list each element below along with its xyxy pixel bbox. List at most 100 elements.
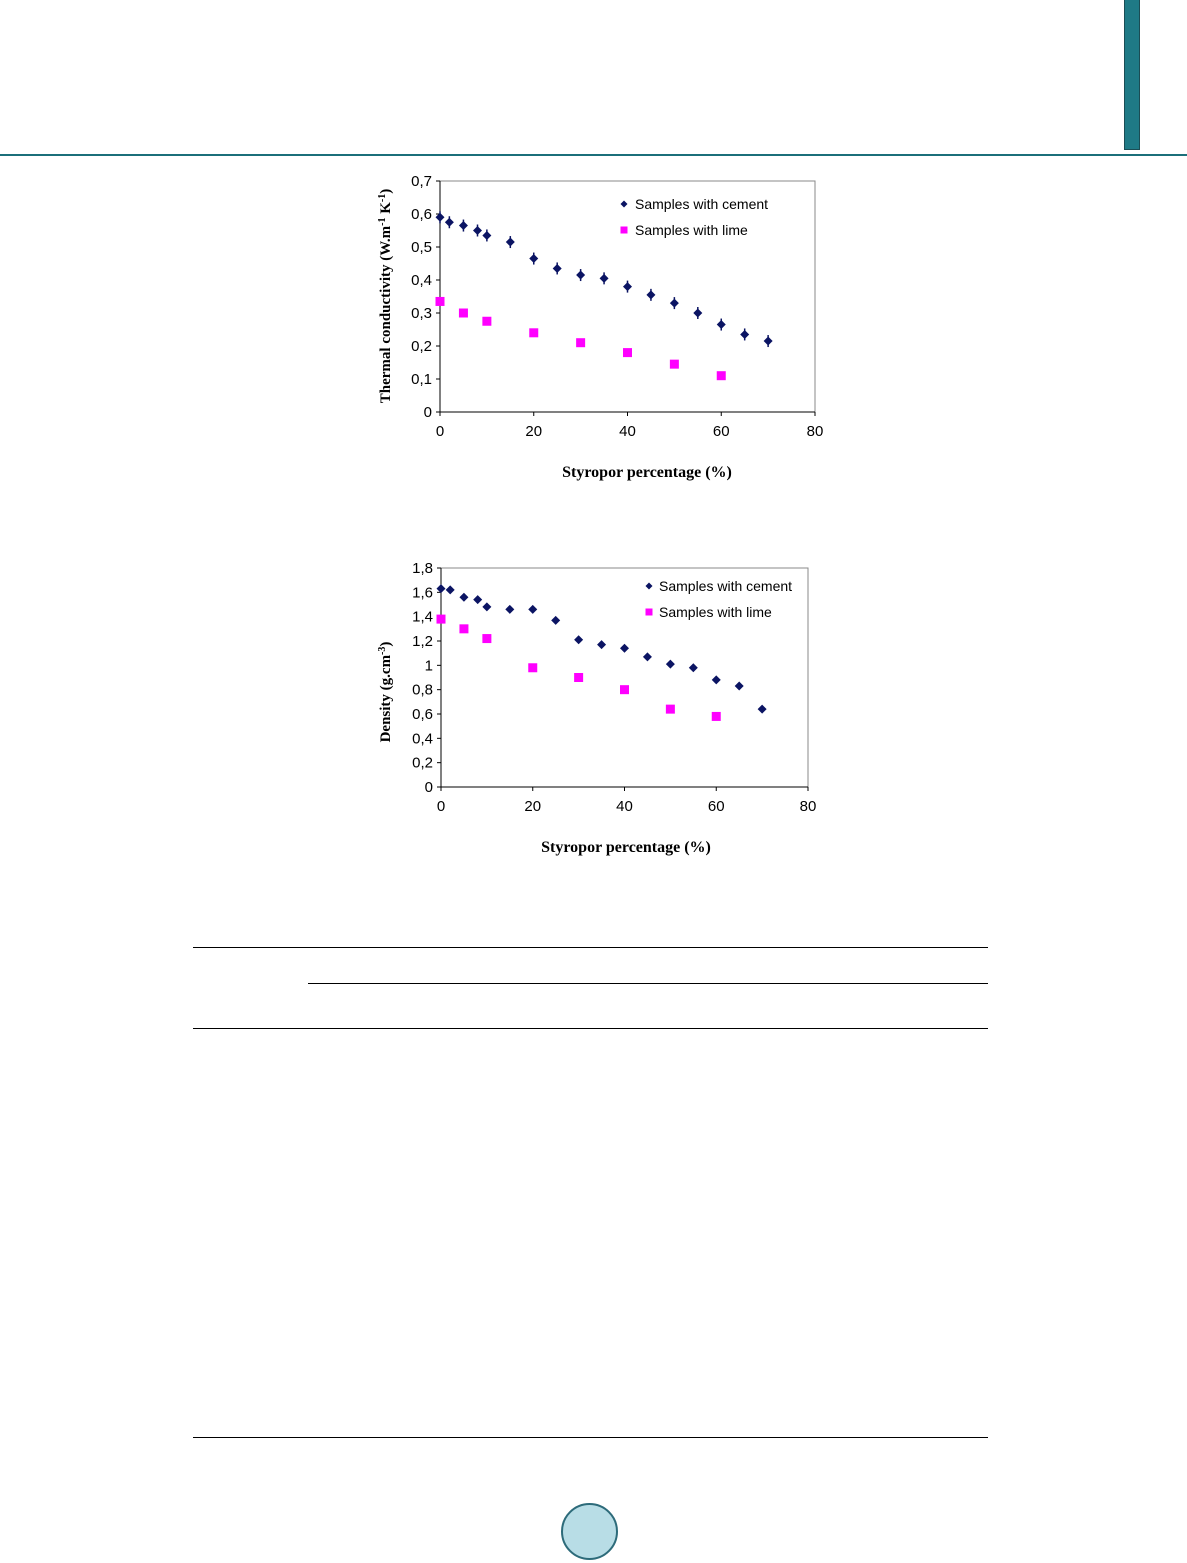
legend-marker-cement (645, 582, 653, 590)
x-tick-label: 40 (619, 423, 636, 440)
plot-area-border (440, 567, 809, 788)
data-point-lime (482, 316, 492, 326)
y-tick-label: 0,2 (411, 338, 432, 355)
y-axis-title-sup2: -1 (377, 194, 388, 202)
data-point-lime (436, 614, 446, 624)
legend-marker (620, 226, 628, 234)
data-point-lime (669, 359, 679, 369)
y-tick-label: 0,8 (412, 682, 433, 699)
data-point-cement (574, 635, 584, 645)
data-point-cement (693, 308, 703, 318)
data-point-cement (597, 640, 607, 650)
x-tick-label: 0 (437, 798, 445, 815)
legend-marker (645, 582, 653, 590)
x-axis-title: Styropor percentage (%) (562, 464, 732, 481)
data-point-cement (763, 336, 773, 346)
legend-label-cement: Samples with cement (635, 196, 768, 212)
legend-marker (620, 200, 628, 208)
y-tick-label: 1,6 (412, 584, 433, 601)
table-header-bottom-rule (193, 1028, 988, 1029)
y-axis-title-end: ) (378, 642, 394, 647)
y-axis-title: Density (g.cm-3) (377, 642, 395, 743)
data-point-cement (435, 212, 445, 222)
legend-marker-lime (620, 226, 628, 234)
data-point-cement (436, 584, 446, 594)
x-tick-label: 80 (800, 798, 817, 815)
legend: Samples with cement Samples with lime (620, 196, 768, 238)
y-tick-label: 1,8 (412, 560, 433, 577)
data-point-cement (669, 298, 679, 308)
data-point-cement (552, 263, 562, 273)
y-tick-label: 1,4 (412, 609, 433, 626)
y-tick-label: 0,5 (411, 239, 432, 256)
data-point-lime (482, 634, 492, 644)
data-point-lime (574, 673, 584, 682)
legend-marker-cement (620, 200, 628, 208)
header-tab-decoration (1124, 0, 1140, 150)
data-point-cement (482, 230, 492, 240)
data-point-cement (740, 329, 750, 339)
y-axis-title-text: Thermal conductivity (W.m (378, 225, 394, 403)
legend: Samples with cement Samples with lime (645, 578, 792, 620)
y-axis-title: Thermal conductivity (W.m-1 K-1) (377, 189, 395, 403)
data-point-cement (599, 273, 609, 283)
legend-label-lime: Samples with lime (635, 222, 748, 238)
data-point-cement (665, 659, 675, 669)
y-tick-label: 0,4 (411, 272, 432, 289)
table-bottom-rule (193, 1437, 988, 1438)
data-point-cement (623, 282, 632, 292)
page-number-circle (561, 1503, 618, 1560)
density-chart: 0 0,2 0,4 0,6 0,8 1 1,2 1,4 1,6 1,8 0 20 40 60 80 Samp… (377, 560, 817, 856)
data-point-cement (458, 221, 468, 231)
y-tick-label: 0,1 (411, 371, 432, 388)
data-point-cement (688, 663, 698, 673)
data-point-cement (459, 592, 469, 602)
y-axis-title-text: Density (g.cm (378, 654, 394, 742)
data-point-lime (711, 711, 721, 721)
table-top-rule (193, 947, 988, 948)
y-axis-title-end: ) (378, 189, 394, 194)
y-tick-label: 0,6 (412, 706, 433, 723)
data-point-cement (529, 254, 539, 264)
data-point-lime (458, 308, 468, 318)
y-tick-label: 0,7 (411, 173, 432, 190)
data-point-lime (528, 663, 538, 673)
data-point-cement (444, 217, 454, 227)
data-point-cement (473, 595, 483, 605)
data-point-lime (529, 328, 539, 338)
y-tick-label: 0,2 (412, 755, 433, 772)
data-point-cement (734, 681, 744, 691)
x-tick-label: 80 (807, 423, 824, 440)
data-point-lime (459, 624, 469, 634)
data-point-cement (551, 615, 561, 625)
data-point-cement (482, 602, 492, 612)
data-point-cement (445, 585, 455, 595)
data-point-cement (473, 226, 482, 235)
x-axis-title: Styropor percentage (%) (541, 839, 711, 856)
data-point-lime (576, 338, 586, 348)
data-point-cement (620, 643, 629, 653)
y-tick-label: 0 (424, 404, 432, 421)
y-tick-label: 0,6 (411, 206, 432, 223)
x-tick-label: 0 (436, 423, 444, 440)
data-point-cement (505, 237, 515, 247)
y-tick-label: 1 (425, 657, 433, 674)
data-point-lime (716, 371, 726, 381)
legend-label-cement: Samples with cement (659, 578, 792, 594)
data-point-cement (711, 675, 721, 685)
data-point-cement (528, 604, 538, 614)
table-header-subrule (308, 983, 988, 984)
legend-label-lime: Samples with lime (659, 604, 772, 620)
thermal-conductivity-chart: 0 0,1 0,2 0,3 0,4 0,5 0,6 0,7 0 20 40 60 80 Samples … (377, 173, 824, 481)
y-axis-title-mid: K (378, 202, 394, 218)
y-axis-title-sup1: -3 (377, 647, 388, 655)
x-tick-label: 20 (525, 423, 542, 440)
x-tick-label: 60 (708, 798, 725, 815)
data-point-cement (757, 704, 767, 714)
y-tick-label: 0,3 (411, 305, 432, 322)
data-point-cement (646, 290, 656, 300)
header-rule (0, 154, 1187, 156)
x-tick-label: 20 (524, 798, 541, 815)
data-point-lime (665, 704, 675, 714)
y-axis-title-sup1: -1 (377, 218, 388, 226)
